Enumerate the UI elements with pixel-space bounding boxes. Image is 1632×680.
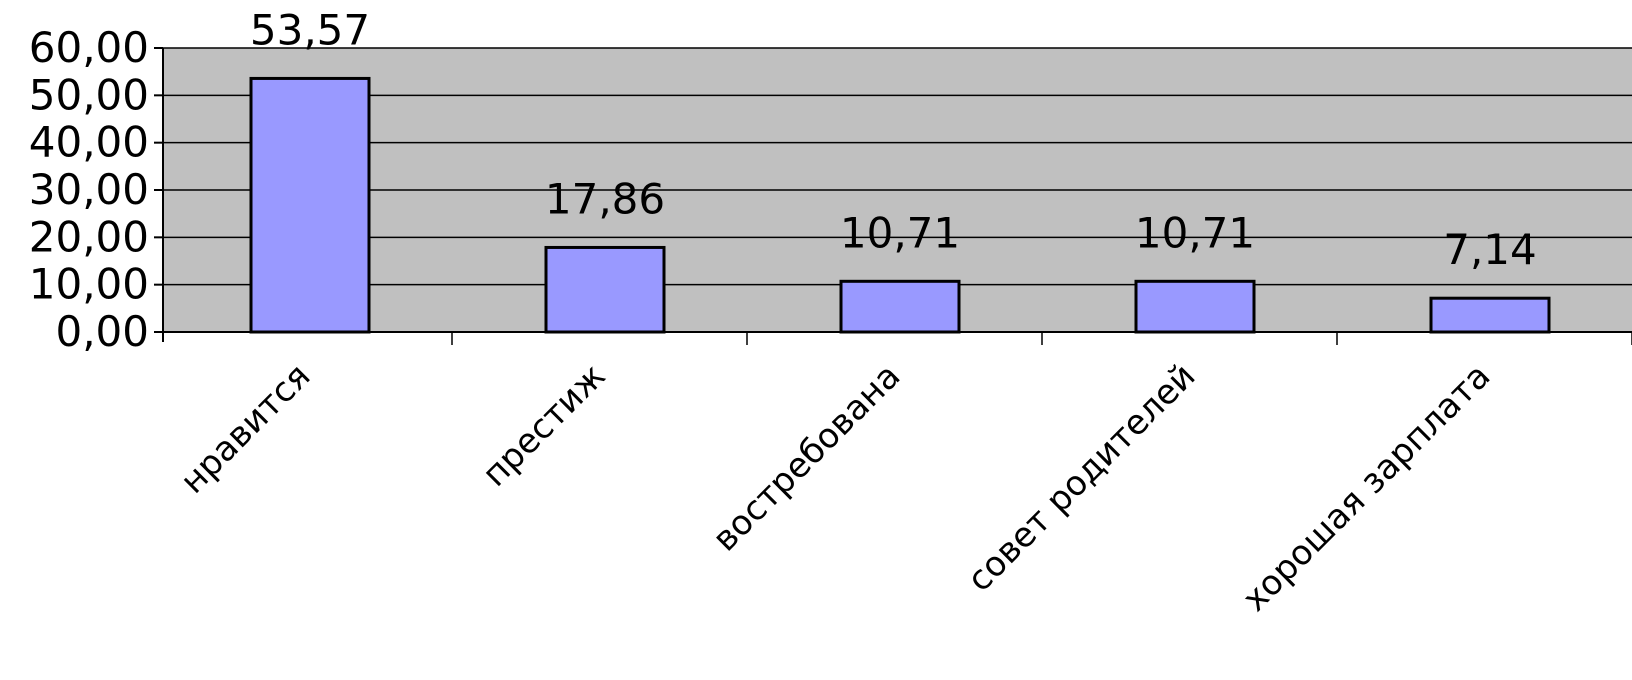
y-tick-label: 20,00 [29,212,149,261]
y-tick-label: 30,00 [29,165,149,214]
data-label: 17,86 [545,174,665,223]
data-label: 7,14 [1443,225,1537,274]
bar [1134,279,1256,334]
bar [1429,296,1551,334]
category-label: совет родителей [960,356,1204,600]
data-labels: 53,57 17,86 10,71 10,71 7,14 [250,5,1537,274]
axes [154,47,1632,345]
category-labels: нравится престиж востребована совет родител… [173,356,1498,619]
bar [839,279,961,334]
y-tick-label: 40,00 [29,118,149,167]
data-label: 10,71 [1135,208,1255,257]
y-tick-label: 10,00 [29,260,149,309]
bar [249,76,371,334]
y-tick-label: 0,00 [55,307,149,356]
category-label: нравится [173,356,318,501]
data-label: 53,57 [250,5,370,54]
y-tick-label: 60,00 [29,23,149,72]
y-tick-label: 50,00 [29,70,149,119]
bar [544,245,666,334]
data-label: 10,71 [840,208,960,257]
category-label: хорошая зарплата [1235,356,1498,619]
category-label: востребована [705,356,908,559]
category-label: престиж [475,356,614,495]
